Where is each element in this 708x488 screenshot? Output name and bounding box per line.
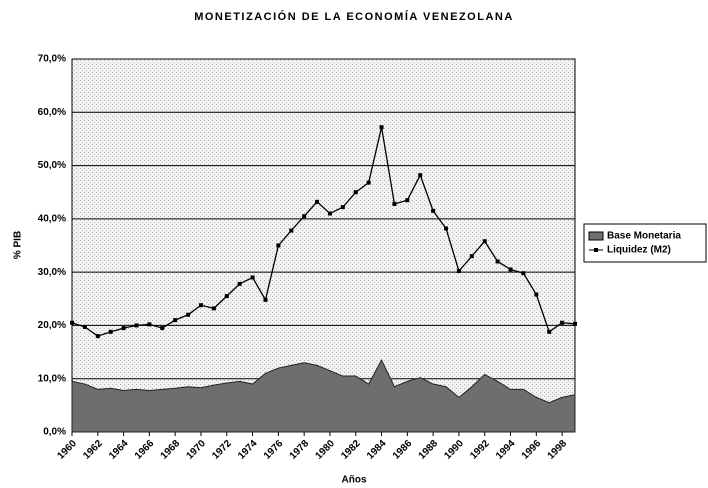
point (431, 208, 436, 213)
y-tick-label: 60,0% (38, 107, 66, 118)
point (70, 320, 74, 325)
point (289, 228, 294, 233)
x-tick-label: 1962 (81, 438, 105, 462)
point (121, 326, 126, 331)
point (250, 275, 255, 280)
point (560, 320, 565, 325)
point (366, 180, 371, 185)
point (495, 259, 500, 264)
x-tick-label: 1970 (184, 438, 208, 462)
chart-title: MONETIZACIÓN DE LA ECONOMÍA VENEZOLANA (194, 10, 514, 23)
y-tick-label: 50,0% (38, 160, 66, 171)
point (508, 267, 513, 272)
x-tick-label: 1998 (546, 438, 570, 462)
point (160, 326, 165, 331)
area (71, 358, 576, 433)
point (521, 271, 526, 276)
x-axis-label: Años (342, 475, 367, 486)
x-tick-label: 1974 (236, 438, 260, 462)
point (315, 199, 320, 204)
point (108, 329, 113, 334)
legend-label: Liquidez (M2) (607, 245, 671, 256)
point (263, 297, 268, 302)
y-tick-label: 70,0% (38, 54, 66, 65)
point (224, 294, 229, 299)
point (173, 318, 178, 323)
y-tick-label: 30,0% (38, 267, 66, 278)
point (95, 334, 100, 339)
x-tick-label: 1968 (159, 438, 183, 462)
x-tick-label: 1980 (313, 438, 337, 462)
x-tick-label: 1972 (210, 438, 234, 462)
point (186, 312, 191, 317)
x-tick-label: 1984 (365, 438, 389, 462)
point (482, 239, 487, 244)
point (211, 306, 216, 311)
y-tick-label: 40,0% (38, 213, 66, 224)
legend-swatch (588, 231, 604, 241)
point (134, 323, 139, 328)
x-tick-label: 1976 (262, 438, 286, 462)
y-tick-label: 10,0% (38, 373, 66, 384)
x-tick-label: 1966 (133, 438, 157, 462)
point (147, 322, 152, 327)
point (237, 281, 242, 286)
x-tick-label: 1996 (520, 438, 544, 462)
point (340, 205, 345, 210)
x-tick-label: 1964 (107, 438, 131, 462)
point (405, 198, 410, 203)
point (302, 214, 307, 219)
point (573, 321, 577, 326)
point (547, 329, 552, 334)
legend-swatch (594, 248, 598, 252)
x-tick-label: 1990 (442, 438, 466, 462)
point (392, 201, 397, 206)
point (353, 190, 358, 195)
y-tick-label: 20,0% (38, 320, 66, 331)
x-tick-label: 1988 (417, 438, 441, 462)
point (456, 269, 461, 274)
point (418, 173, 423, 178)
y-tick-label: 0,0% (43, 427, 66, 438)
line (71, 127, 576, 337)
x-tick-label: 1986 (391, 438, 415, 462)
x-tick-label: 1982 (339, 438, 363, 462)
x-tick-label: 1992 (468, 438, 492, 462)
point (444, 226, 449, 231)
x-tick-label: 1978 (288, 438, 312, 462)
x-tick-label: 1960 (55, 438, 79, 462)
x-tick-label: 1994 (494, 438, 518, 462)
point (379, 125, 384, 130)
point (534, 292, 539, 297)
legend-label: Base Monetaria (607, 231, 681, 242)
point (82, 325, 87, 330)
legend (583, 223, 707, 263)
point (327, 211, 332, 216)
y-axis-label: % PIB (13, 231, 24, 259)
point (276, 243, 281, 248)
point (469, 254, 474, 259)
point (198, 303, 203, 308)
